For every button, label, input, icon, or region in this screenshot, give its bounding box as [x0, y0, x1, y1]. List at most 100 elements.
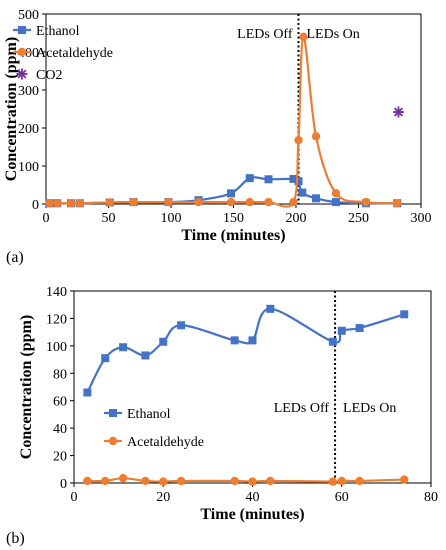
x-tick-label: 200	[286, 211, 307, 226]
y-tick-label: 500	[18, 8, 39, 23]
leds-on-label: LEDs On	[307, 27, 360, 42]
x-tick-label: 150	[223, 211, 244, 226]
data-point	[226, 197, 236, 207]
legend-entry-acetaldehyde: Acetaldehyde	[104, 435, 204, 450]
x-axis-title: Time (minutes)	[200, 506, 304, 523]
chart-panel-b: 0 20 40 60 80 0 20 40 60 80 100 120 140 Time (minutes…	[6, 285, 438, 547]
data-point	[177, 321, 186, 330]
x-tick-label: 40	[246, 490, 260, 505]
legend-marker	[18, 26, 26, 34]
legend-marker	[17, 47, 27, 57]
data-point	[400, 475, 409, 484]
data-point	[159, 337, 168, 346]
data-point	[298, 188, 307, 197]
data-point	[312, 194, 320, 203]
y-tick-label: 300	[18, 84, 39, 99]
data-point	[294, 177, 303, 186]
data-point	[194, 197, 203, 207]
y-axis-title: Concentration (ppm)	[3, 37, 20, 181]
data-point	[331, 189, 341, 198]
data-point	[230, 476, 239, 486]
data-point	[393, 106, 404, 118]
data-point	[248, 336, 257, 345]
data-point	[83, 476, 92, 486]
x-tick-label: 0	[71, 490, 78, 505]
data-point	[332, 198, 340, 207]
data-point	[227, 189, 235, 198]
y-tick-label: 120	[46, 312, 67, 327]
data-point	[119, 343, 128, 352]
data-point	[264, 197, 273, 207]
legend-entry-acetaldehyde: Acetaldehyde	[13, 46, 113, 61]
x-tick-label: 80	[424, 490, 438, 505]
leds-off-label: LEDs Off	[274, 401, 330, 416]
data-point	[230, 336, 239, 345]
x-tick-label: 20	[156, 490, 170, 505]
data-point	[101, 476, 110, 486]
plot-area-border	[73, 290, 432, 484]
legend-label: Ethanol	[127, 407, 171, 422]
x-axis-title: Time (minutes)	[181, 227, 285, 244]
data-point	[264, 175, 273, 184]
x-tick-label: 300	[411, 211, 432, 226]
data-point	[164, 197, 173, 207]
data-point	[53, 199, 62, 208]
legend-label: Acetaldehyde	[127, 435, 204, 450]
panel-label: (b)	[6, 530, 25, 547]
data-point	[105, 198, 114, 207]
data-point	[355, 476, 364, 486]
data-point	[299, 32, 308, 41]
panel-label: (a)	[6, 249, 24, 266]
data-point	[245, 174, 254, 183]
data-point	[294, 135, 303, 145]
data-point	[129, 197, 138, 207]
legend-entry-ethanol: Ethanol	[13, 24, 80, 39]
plot-area-border	[45, 13, 422, 205]
data-point	[245, 197, 254, 207]
y-tick-label: 100	[18, 160, 39, 175]
legend-marker	[108, 436, 118, 446]
y-axis-title: Concentration (ppm)	[18, 315, 35, 459]
legend-label: Ethanol	[36, 24, 80, 39]
x-tick-label: 100	[161, 211, 182, 226]
y-tick-label: 60	[53, 395, 67, 410]
legend-entry-ethanol: Ethanol	[104, 407, 171, 422]
data-point	[159, 477, 168, 486]
x-tick-label: 50	[102, 211, 116, 226]
data-point	[328, 337, 337, 346]
series-acetaldehyde	[45, 32, 402, 208]
y-tick-label: 20	[53, 450, 67, 465]
data-point	[66, 199, 76, 208]
data-point	[45, 199, 54, 208]
data-point	[289, 174, 298, 183]
data-point	[337, 326, 346, 335]
y-tick-label: 100	[46, 340, 67, 355]
data-point	[266, 476, 275, 486]
data-point	[337, 476, 346, 486]
data-point	[355, 324, 364, 333]
data-point	[75, 199, 84, 208]
y-tick-label: 200	[18, 122, 39, 137]
x-tick-label: 250	[348, 211, 369, 226]
y-tick-label: 0	[60, 477, 67, 492]
x-tick-label: 0	[43, 211, 50, 226]
leds-off-label: LEDs Off	[237, 27, 293, 42]
legend-entry-co2: CO2	[16, 68, 62, 83]
y-tick-label: 0	[32, 198, 39, 213]
data-point	[266, 304, 275, 313]
data-point	[311, 132, 321, 141]
series-line	[49, 35, 398, 208]
y-tick-label: 80	[53, 367, 67, 382]
data-point	[141, 476, 150, 486]
data-point	[400, 310, 409, 319]
legend-marker	[109, 409, 117, 417]
data-point	[361, 197, 371, 207]
data-point	[118, 474, 128, 483]
data-point	[101, 354, 110, 363]
data-point	[393, 199, 402, 208]
data-point	[248, 477, 257, 486]
data-point	[289, 197, 298, 207]
legend-label: Acetaldehyde	[36, 46, 113, 61]
